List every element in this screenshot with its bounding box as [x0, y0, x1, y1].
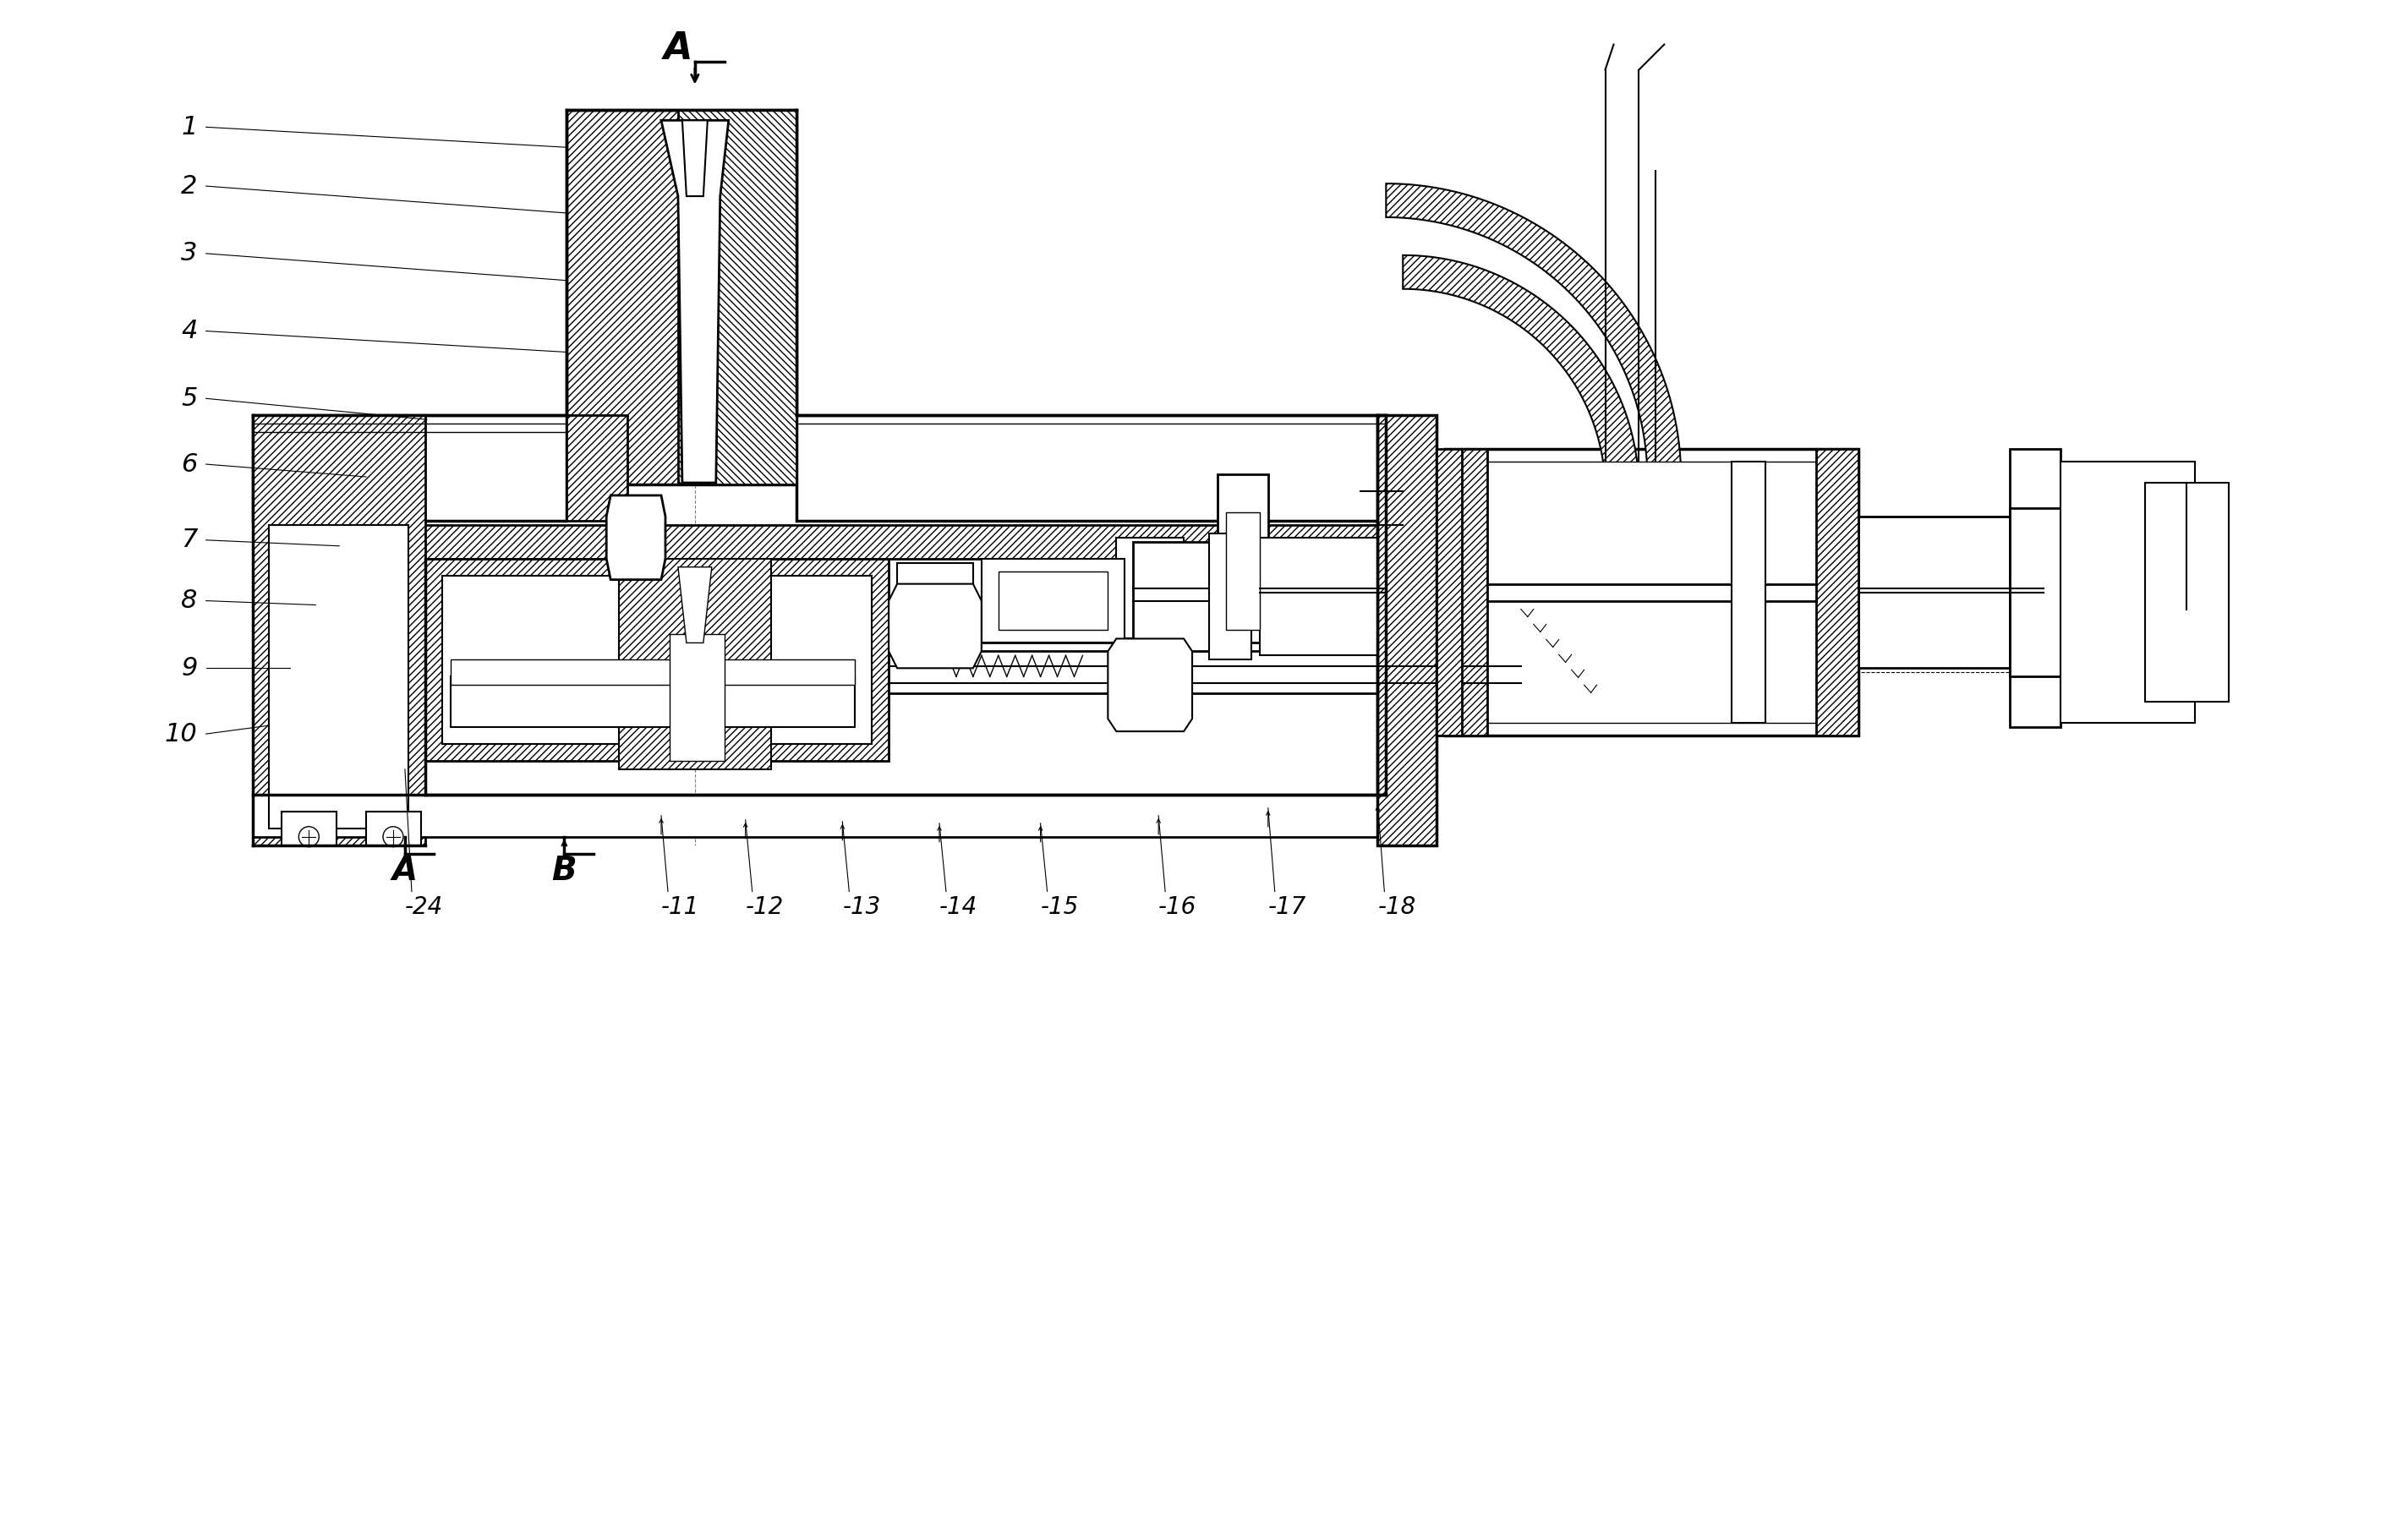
Polygon shape	[566, 415, 628, 521]
Text: -16: -16	[1158, 895, 1197, 920]
Bar	[1117, 538, 1185, 639]
Polygon shape	[253, 794, 1387, 836]
Bar	[1226, 512, 1259, 630]
Polygon shape	[679, 111, 797, 485]
Bar	[2011, 448, 2061, 727]
Text: -15: -15	[1040, 895, 1079, 920]
Bar	[2061, 462, 2196, 723]
Polygon shape	[1816, 448, 1859, 736]
Text: -18: -18	[1377, 895, 1416, 920]
Bar	[1445, 448, 1859, 736]
Bar	[450, 659, 855, 685]
Bar	[1218, 474, 1269, 618]
Polygon shape	[1404, 255, 1640, 491]
Polygon shape	[679, 567, 713, 642]
Text: 8: 8	[181, 588, 197, 614]
Polygon shape	[270, 524, 409, 829]
Polygon shape	[1445, 448, 1488, 736]
Bar	[889, 601, 1411, 642]
Polygon shape	[1108, 639, 1192, 732]
Text: 9: 9	[181, 656, 197, 680]
Text: A: A	[665, 30, 694, 67]
Polygon shape	[566, 111, 797, 485]
Bar	[2011, 508, 2196, 677]
Circle shape	[299, 827, 318, 847]
Bar	[1209, 533, 1252, 659]
Bar	[898, 562, 973, 664]
Polygon shape	[253, 524, 1387, 559]
Text: -17: -17	[1269, 895, 1305, 920]
Bar	[1259, 538, 1377, 656]
Text: 5: 5	[181, 386, 197, 411]
Text: 7: 7	[181, 527, 197, 553]
Polygon shape	[619, 559, 771, 770]
Text: 3: 3	[181, 241, 197, 265]
Text: -14: -14	[939, 895, 978, 920]
Bar	[982, 559, 1125, 642]
Polygon shape	[1387, 183, 1681, 479]
Polygon shape	[797, 415, 1387, 521]
Bar	[1859, 517, 2044, 668]
Text: -24: -24	[405, 895, 443, 920]
Text: -12: -12	[746, 895, 783, 920]
Bar	[282, 812, 337, 845]
Bar	[889, 651, 1411, 694]
Bar	[999, 571, 1108, 630]
Text: -11: -11	[662, 895, 698, 920]
Text: -13: -13	[843, 895, 881, 920]
Bar	[1457, 462, 1845, 723]
Polygon shape	[426, 559, 889, 761]
Polygon shape	[1377, 415, 1438, 845]
Text: A: A	[393, 854, 417, 886]
Polygon shape	[253, 415, 566, 521]
Polygon shape	[443, 576, 872, 744]
Text: B: B	[551, 854, 578, 886]
Bar	[366, 812, 421, 845]
Text: 10: 10	[164, 721, 197, 747]
Polygon shape	[607, 495, 665, 580]
Polygon shape	[1438, 448, 1462, 736]
Bar	[1731, 462, 1765, 723]
Text: 1: 1	[181, 115, 197, 139]
Text: 2: 2	[181, 174, 197, 198]
Bar	[2146, 483, 2230, 701]
Text: 4: 4	[181, 318, 197, 344]
Polygon shape	[889, 583, 982, 668]
Polygon shape	[253, 415, 426, 845]
Bar	[1134, 542, 1209, 651]
Text: 6: 6	[181, 451, 197, 476]
Polygon shape	[662, 120, 730, 483]
Circle shape	[383, 827, 402, 847]
Polygon shape	[669, 635, 725, 761]
Polygon shape	[681, 120, 708, 197]
Bar	[450, 677, 855, 727]
